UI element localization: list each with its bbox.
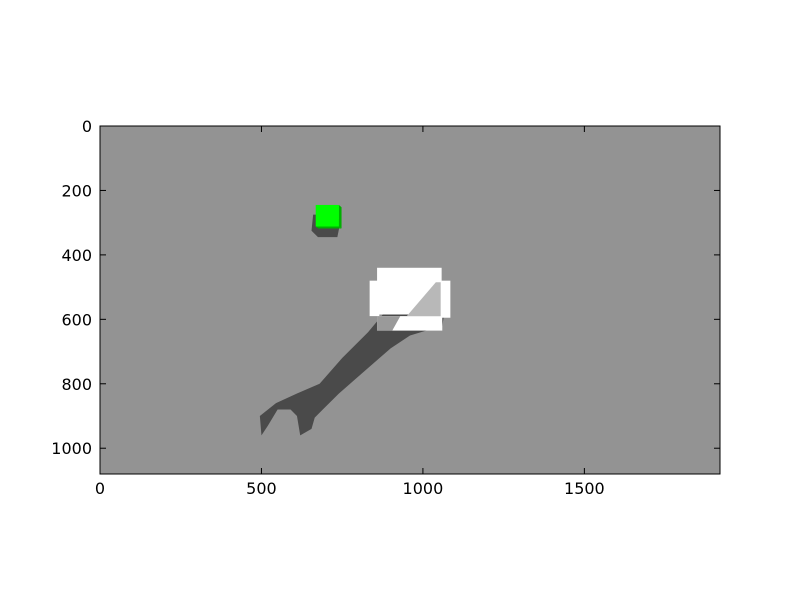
y-tick-label: 600 [61, 310, 92, 329]
robot-arm-shadow [259, 300, 446, 436]
y-tick-label: 200 [61, 181, 92, 200]
green-cube-bottom [315, 226, 342, 229]
x-tick-label: 1000 [403, 479, 444, 498]
y-tick-label: 400 [61, 246, 92, 265]
x-tick-label: 1500 [564, 479, 605, 498]
x-tick-label: 500 [246, 479, 277, 498]
white-object-shade [406, 282, 443, 317]
white-object-right-tab [440, 280, 451, 318]
green-cube-side [338, 204, 342, 229]
axes-frame [99, 125, 721, 475]
white-object-left-tab [369, 280, 380, 317]
green-cube [315, 204, 339, 227]
y-tick-label: 0 [82, 117, 92, 136]
plot-area [100, 126, 720, 474]
y-tick-label: 1000 [51, 439, 92, 458]
y-tick-label: 800 [61, 375, 92, 394]
x-tick-label: 0 [95, 479, 105, 498]
axis-ticks: 0 500 1000 1500 0 200 400 600 800 1000 [51, 117, 720, 498]
white-object-lower-shade [377, 316, 401, 331]
